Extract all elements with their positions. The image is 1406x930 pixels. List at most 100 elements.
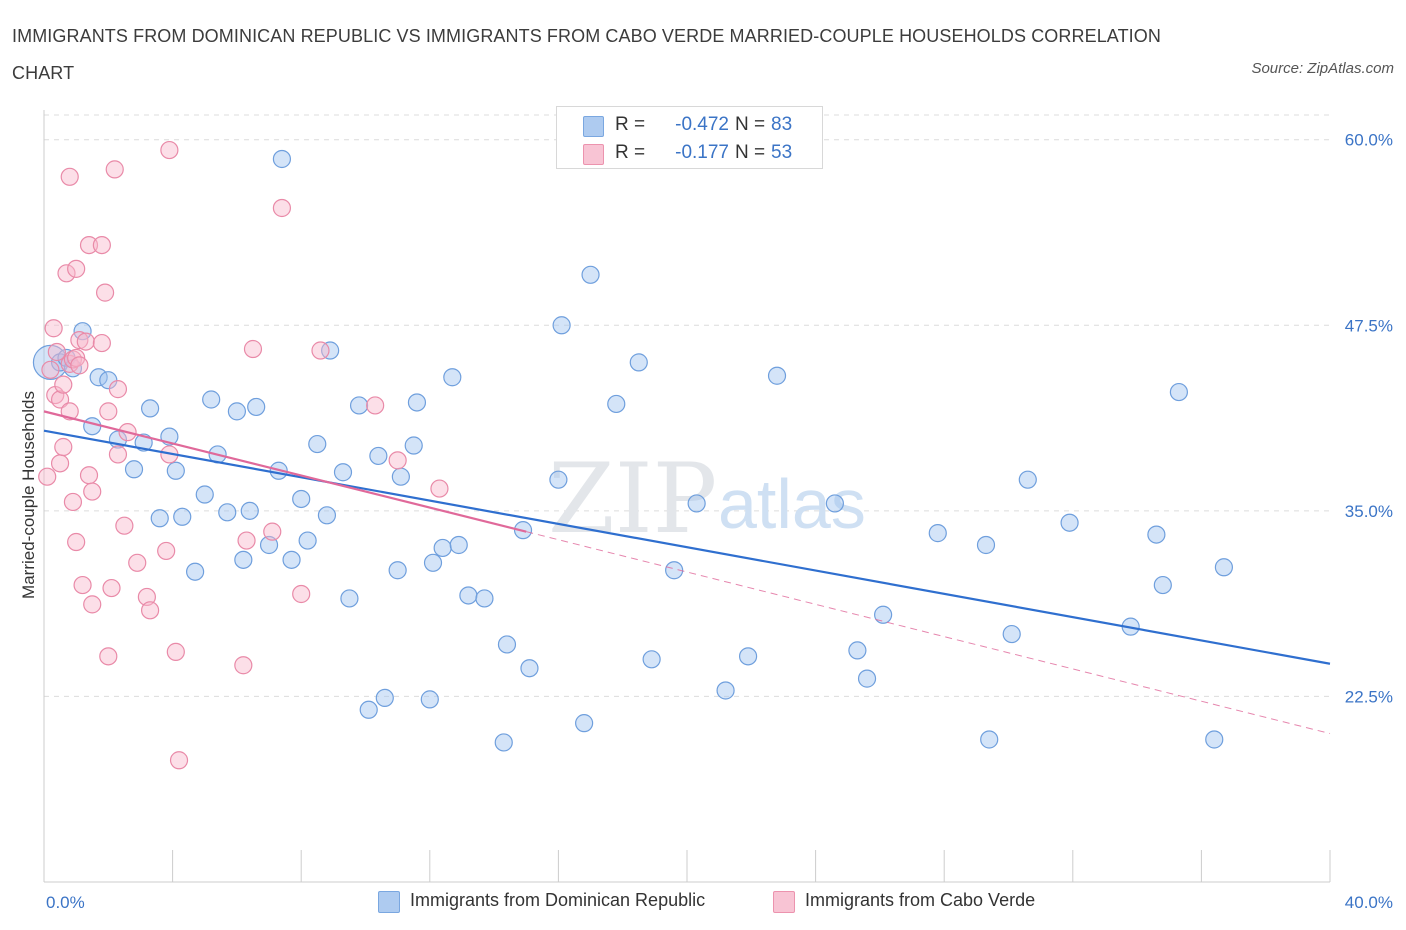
pink-data-point [63,492,83,512]
r-value: -0.472 [675,114,729,135]
blue-data-point [375,688,394,708]
blue-data-point [459,586,478,605]
pink-data-point [54,437,73,457]
blue-data-point [475,589,494,608]
legend-label: Immigrants from Cabo Verde [805,890,1036,910]
n-label: N = [735,114,766,135]
pink-data-point [67,532,86,552]
pink-data-point [169,751,189,770]
blue-data-point [1002,624,1021,644]
blue-data-point [494,733,513,752]
blue-data-point [433,538,452,558]
pink-data-point [137,587,156,607]
y-axis-label: Married-couple Households [19,391,38,599]
blue-data-point [349,396,369,415]
pink-data-point [430,479,449,498]
x-tick-label: 40.0% [1345,893,1393,912]
r-label: R = [615,142,646,163]
pink-data-point [243,339,263,359]
blue-data-point [1205,730,1224,749]
blue-data-point [1153,575,1172,595]
blue-data-point [218,503,237,522]
blue-data-point [1147,525,1166,544]
blue-data-point [825,494,844,513]
y-tick-labels: 22.5% 35.0% 47.5% 60.0% [1345,131,1393,707]
r-value: -0.177 [675,142,729,163]
pink-data-point [83,595,102,614]
pink-data-point [70,331,89,350]
chart-title: IMMIGRANTS FROM DOMINICAN REPUBLIC VS IM… [12,26,1161,83]
legend-swatch-pink [583,144,604,165]
blue-data-point [449,535,468,555]
pink-data-point [41,360,60,379]
source-label: Source: ZipAtlas.com [1251,60,1394,77]
blue-data-point [980,730,999,749]
blue-trend-line [43,429,1331,665]
blue-data-point [552,316,571,335]
y-tick-label: 47.5% [1345,316,1393,335]
pink-data-point [157,541,176,561]
pink-data-point [70,356,89,375]
blue-data-point [340,589,359,608]
blue-data-point [1018,470,1037,489]
blue-data-point [928,524,947,543]
pink-data-point [99,647,118,666]
pink-data-point [272,198,292,218]
x-tick-labels: 0.0% 40.0% [46,893,1393,912]
blue-data-point [549,470,568,489]
blue-data-point [767,366,787,385]
blue-data-point [282,550,301,569]
pink-data-point [108,445,128,464]
y-tick-label: 22.5% [1345,687,1393,706]
blue-data-point [848,641,867,660]
blue-data-point [642,650,661,669]
n-value: 53 [771,142,793,163]
blue-data-point [520,659,539,678]
legend-swatch-blue [378,891,400,913]
blue-data-point [124,460,144,479]
pink-trend-extension [526,531,1331,735]
blue-data-point [443,368,462,387]
pink-data-point [237,531,256,550]
pink-data-point [108,380,128,399]
n-value: 83 [771,114,793,135]
blue-data-point [195,485,214,504]
pink-data-point [54,375,73,394]
pink-data-point [44,319,63,338]
blue-data-point [420,690,439,709]
blue-data-point [234,550,253,569]
pink-data-point [60,167,79,186]
blue-data-point [272,149,292,169]
blue-data-point [247,397,266,417]
trend-lines [43,410,1331,735]
y-tick-label: 35.0% [1345,502,1393,521]
x-tick-marks [43,850,1331,882]
blue-data-point [227,402,246,421]
pink-data-point [128,553,147,572]
pink-data-point [83,482,102,501]
blue-data-point [857,669,877,688]
pink-data-point [79,466,99,485]
pink-trend-line [43,410,527,533]
pink-data-point [166,642,185,661]
blue-data-point [388,561,407,580]
legend-swatch-blue [583,116,604,137]
pink-data-point [102,578,121,598]
blue-data-point [607,394,626,414]
pink-data-point [57,264,76,283]
blue-data-point [359,700,378,719]
blue-data-point [1060,513,1079,532]
blue-data-point [976,535,996,555]
blue-data-point [308,434,327,454]
blue-data-point [665,561,684,580]
pink-data-point [140,601,160,620]
blue-data-point [292,489,311,509]
blue-data-point [738,647,758,666]
stats-legend: R = -0.472 N = 83 R = -0.177 N = 53 [556,106,823,169]
blue-data-point [423,553,443,572]
blue-data-point [629,353,648,372]
blue-data-point [259,535,279,555]
pink-data-point [292,584,311,604]
blue-data-point [186,562,205,581]
